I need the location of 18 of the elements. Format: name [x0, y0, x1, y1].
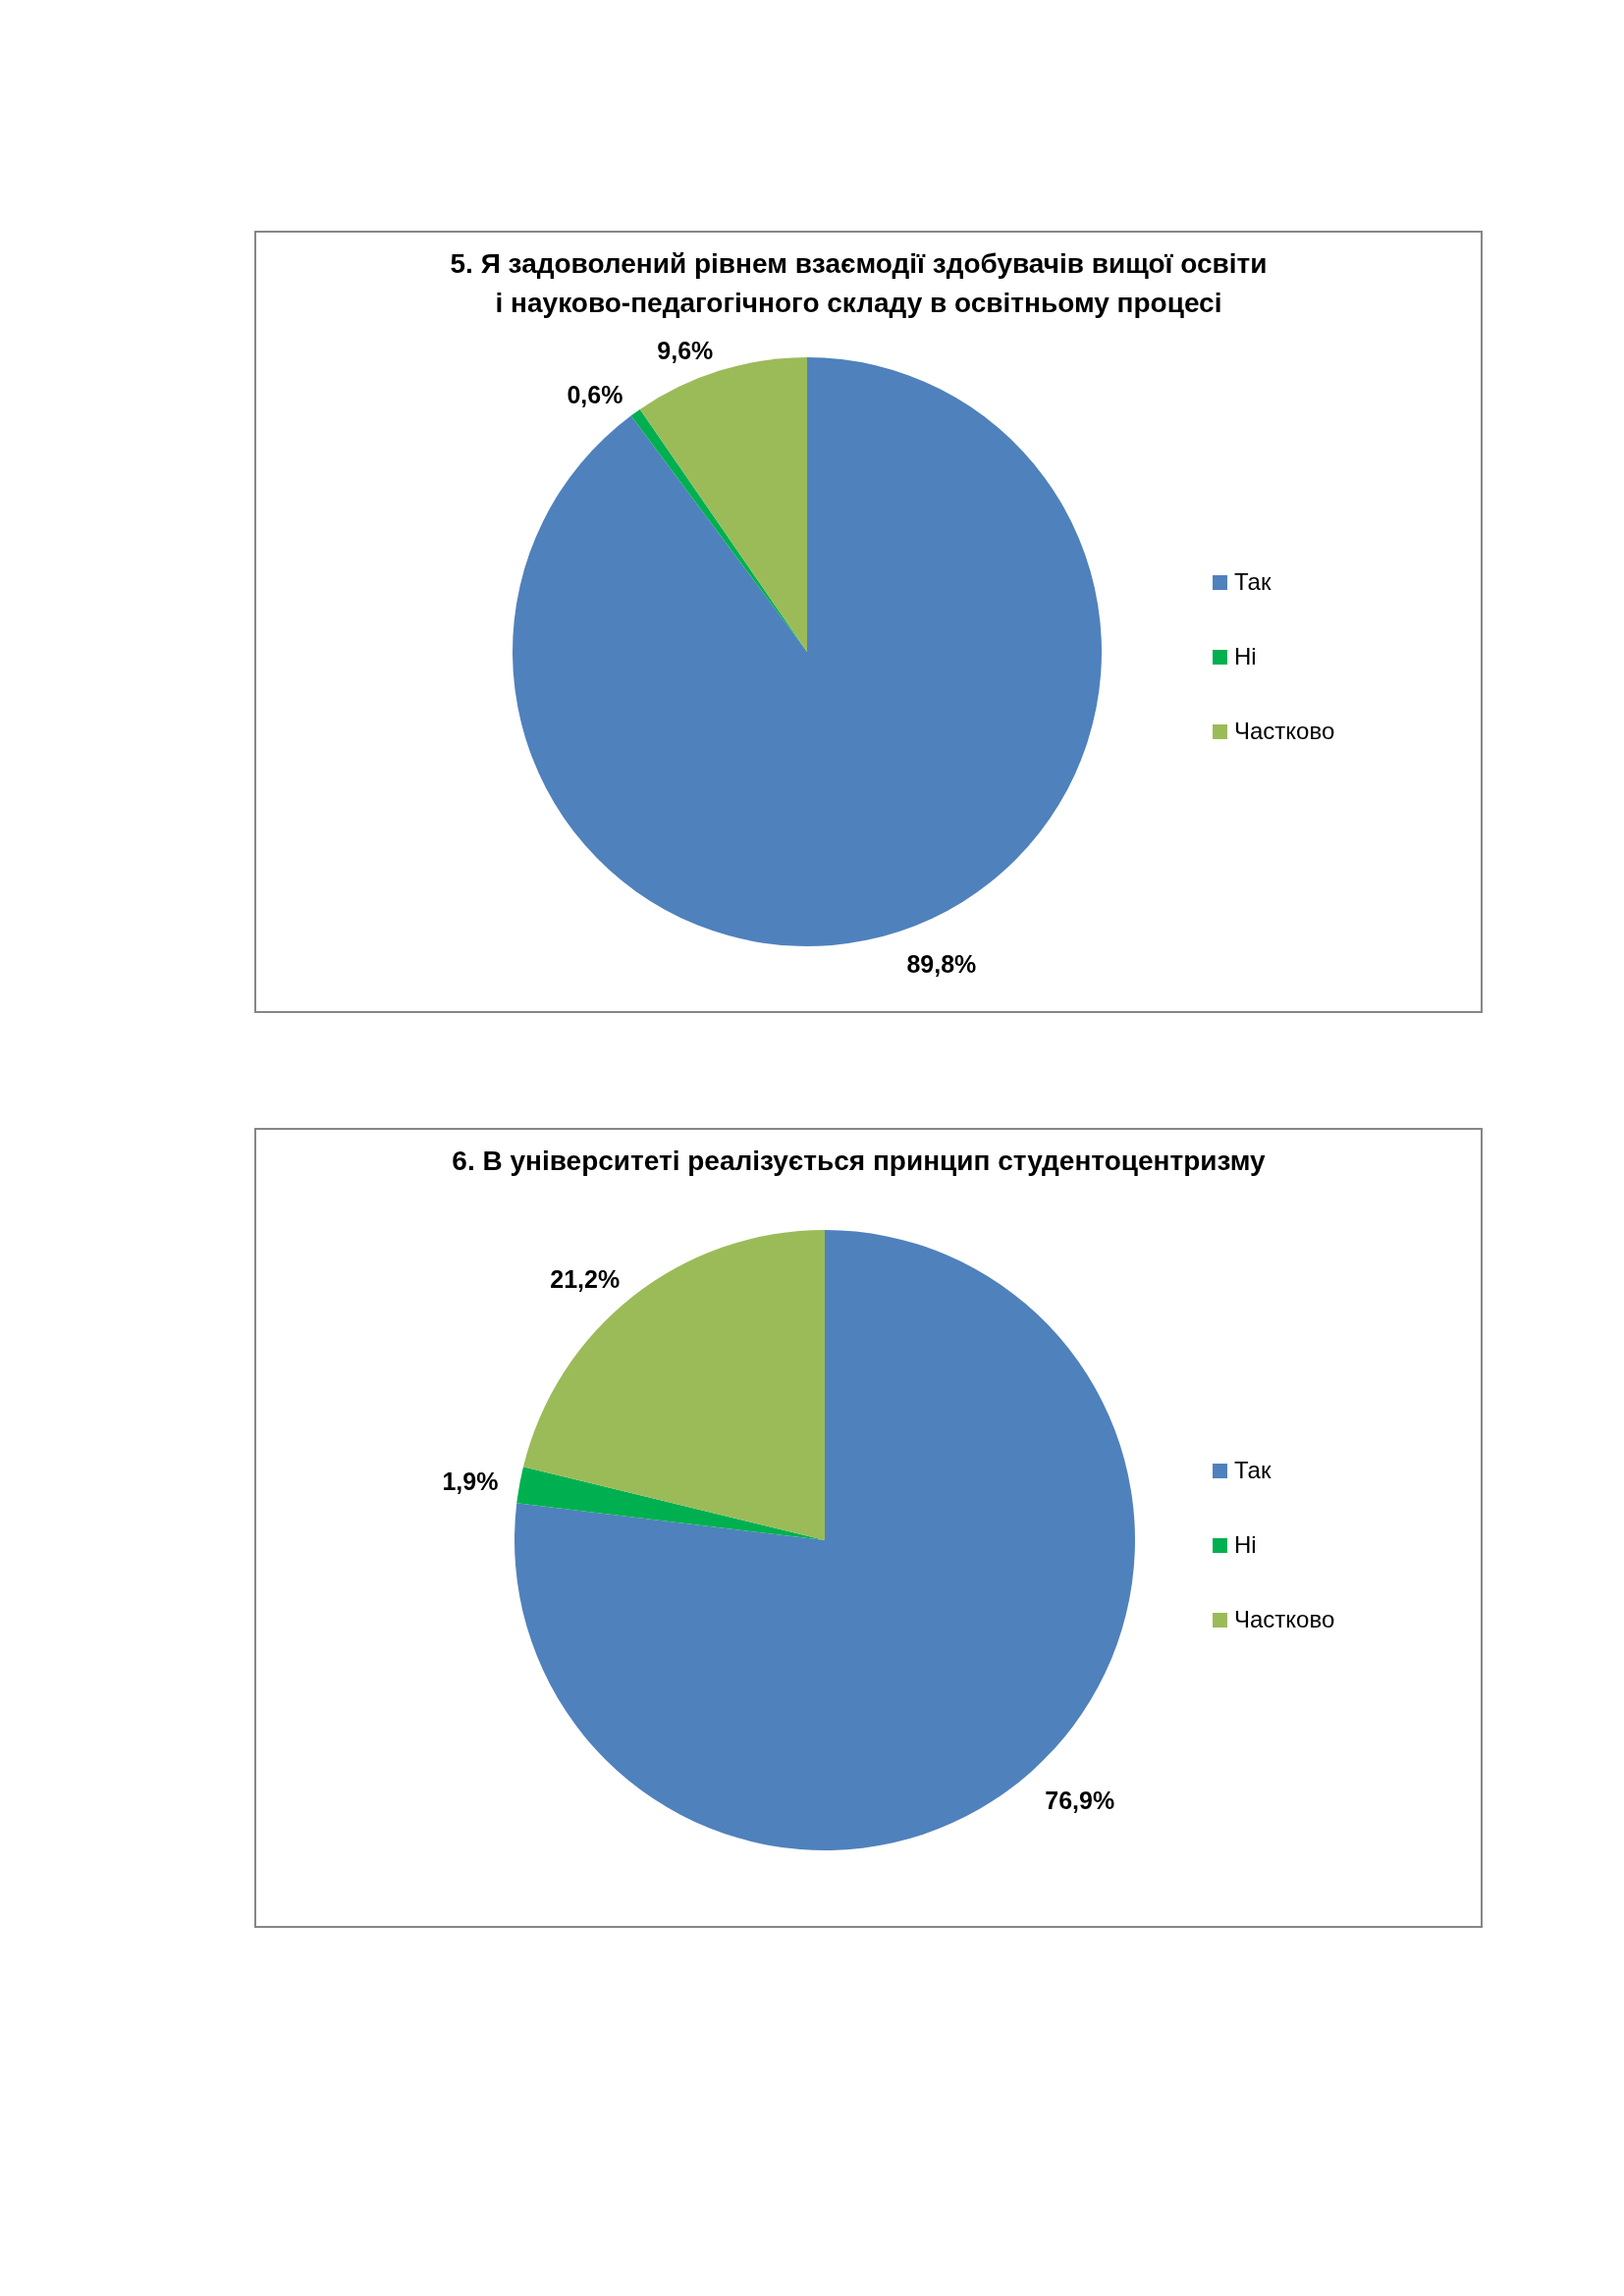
data-label: 1,9% [442, 1467, 499, 1495]
legend-label: Так [1234, 568, 1272, 595]
pie-slice [522, 1230, 825, 1540]
chart-title: 6. В університеті реалізується принцип студентоцентризму [452, 1146, 1267, 1176]
pie-slice [516, 1467, 825, 1540]
data-label: 89,8% [906, 949, 977, 978]
data-label: 9,6% [657, 336, 714, 364]
legend-label: Так [1234, 1457, 1272, 1483]
pie-slice [514, 1230, 1135, 1850]
legend-label: Ні [1234, 643, 1257, 669]
data-label: 76,9% [1045, 1786, 1115, 1814]
data-label: 21,2% [550, 1265, 621, 1294]
legend-label: Ні [1234, 1531, 1257, 1558]
pie-slice [630, 408, 807, 652]
data-label: 0,6% [567, 381, 623, 409]
legend-label: Частково [1234, 1606, 1335, 1632]
chart-title: 5. Я задоволений рівнем взаємодії здобувачів вищої освіти і науково-педагогічного складу в освітньому процесі [450, 248, 1268, 318]
legend-label: Частково [1234, 718, 1335, 744]
